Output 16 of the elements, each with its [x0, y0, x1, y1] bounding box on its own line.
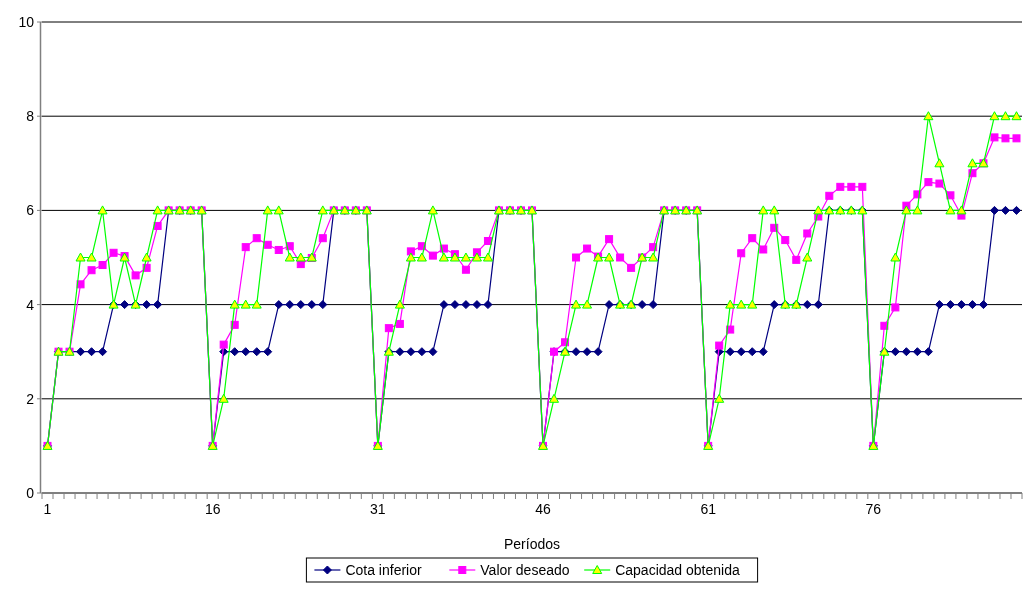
- x-tick-label: 16: [204, 501, 221, 517]
- y-tick-label: 10: [18, 14, 35, 30]
- x-tick-label: 76: [865, 501, 882, 517]
- x-tick-label: 46: [535, 501, 552, 517]
- legend-label: Capacidad obtenida: [615, 562, 740, 578]
- y-tick-label: 2: [26, 390, 35, 407]
- y-tick-label: 6: [26, 202, 35, 219]
- y-tick-label: 4: [26, 296, 35, 313]
- x-tick-label: 31: [370, 501, 386, 517]
- y-tick-label: 0: [26, 485, 35, 501]
- y-tick-label: 8: [26, 108, 35, 125]
- legend-label: Cota inferior: [345, 562, 422, 578]
- x-axis-title: Períodos: [503, 536, 561, 552]
- x-tick-label: 61: [700, 501, 717, 517]
- legend-label: Valor deseado: [480, 562, 570, 578]
- x-tick-label: 1: [43, 501, 52, 517]
